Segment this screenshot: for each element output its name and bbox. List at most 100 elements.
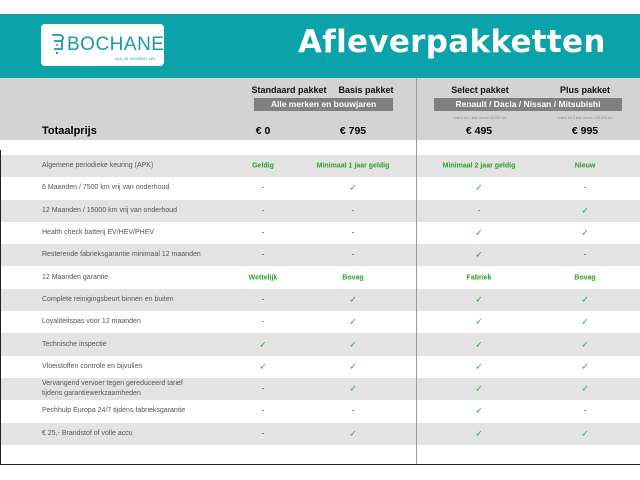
column-select: Select pakket [451,85,509,95]
check-icon: ✓ [475,182,483,193]
left-border [0,150,1,465]
price-basis: € 795 [339,125,367,137]
check-icon: ✓ [259,361,267,372]
dash-cell: - [351,207,355,215]
header: BOCHANE ALS JE VOORUIT WIL Afleverpakket… [0,14,640,78]
table-row: Loyaliteitspas voor 12 maanden - ✓ ✓ ✓ [0,311,640,333]
dash-cell: - [261,385,265,393]
table-row: Health check batterij EV/HEV/PHEV - - ✓ ✓ [0,222,640,244]
table-row: Algemene periodieke keuring (APK) Geldig M… [0,155,640,178]
feature-label: Algemene periodieke keuring (APK) [42,162,154,170]
page-title: Afleverpakketten [298,24,606,60]
check-icon: ✓ [475,316,483,327]
cart-logo-icon [52,34,64,55]
dash-cell: - [261,229,265,237]
feature-label: Technische inspectie [42,340,107,348]
table-row: 12 Maanden / 15000 km vrij van onderhoud… [0,199,640,222]
dash-cell: - [351,251,355,259]
feature-label: Vloeistoffen controle en bijvullen [42,362,143,370]
value-cell: Nieuw [574,162,596,170]
feature-label: 12 Maanden garantie [42,273,109,281]
check-icon: ✓ [581,428,589,439]
value-cell: Minimaal 2 jaar geldig [442,162,516,170]
value-cell: Fabriek [466,274,492,282]
dash-cell: - [583,184,587,192]
check-icon: ✓ [349,383,357,394]
check-icon: ✓ [581,383,589,394]
table-row: € 25,- Brandstof of volle accu - ✓ ✓ ✓ [0,422,640,445]
table-row: Technische inspectie ✓ ✓ ✓ ✓ [0,333,640,356]
check-icon: ✓ [349,428,357,439]
price-standaard: € 0 [255,125,271,137]
table-row: Vloeistoffen controle en bijvullen ✓ ✓ ✓ ✓ [0,356,640,378]
check-icon: ✓ [581,227,589,238]
check-icon: ✓ [349,294,357,305]
value-cell: Bovag [574,274,596,282]
feature-label: Health check batterij EV/HEV/PHEV [42,229,155,237]
check-icon: ✓ [581,294,589,305]
table-row: Vervangend vervoer tegen gereduceerd tar… [0,378,640,401]
table-row: 6 Maanden / 7500 km vrij van onderhoud - ✓… [0,177,640,199]
column-plus: Plus pakket [559,85,611,95]
check-icon: ✓ [581,205,589,216]
price-select: € 495 [465,125,493,137]
check-icon: ✓ [475,428,483,439]
brand-tagline: ALS JE VOORUIT WIL [115,56,156,61]
feature-label: Resterende fabrieksgarantie minimaal 12 … [42,251,201,259]
dash-cell: - [261,251,265,259]
check-icon: ✓ [475,383,483,394]
dash-cell: - [261,296,265,304]
feature-label: Pechhulp Europa 24/7 tijdens fabrieksgar… [42,407,186,415]
feature-label: 12 Maanden / 15000 km vrij van onderhoud [42,206,178,214]
price-plus: € 995 [571,125,599,137]
table-row: Resterende fabrieksgarantie minimaal 12 … [0,244,640,267]
table-row: Pechhulp Europa 24/7 tijdens fabrieksgar… [0,400,640,422]
dash-cell: - [261,407,265,415]
dash-cell: - [261,318,265,326]
feature-label: Loyaliteitspas voor 12 maanden [42,318,141,326]
check-icon: ✓ [349,361,357,372]
feature-label: Complete reinigingsbeurt binnen en buite… [42,295,174,303]
table-row: Complete reinigingsbeurt binnen en buite… [0,288,640,312]
check-icon: ✓ [475,361,483,372]
dash-cell: - [261,430,265,438]
total-label: Totaalprijs [42,125,97,137]
value-cell: Wettelijk [248,274,278,282]
column-standaard: Standaard pakket [251,85,327,95]
check-icon: ✓ [581,361,589,372]
column-header-band: Standaard pakket Basis pakket Select pak… [0,78,640,140]
check-icon: ✓ [259,339,267,350]
dash-cell: - [351,229,355,237]
logo: BOCHANE ALS JE VOORUIT WIL [41,24,164,66]
group-renault: Renault / Dacia / Nissan / Mitsubishi [434,98,622,111]
value-cell: Geldig [252,162,274,170]
check-icon: ✓ [581,339,589,350]
check-icon: ✓ [349,339,357,350]
brand-name: BOCHANE [67,34,165,55]
check-icon: ✓ [475,249,483,260]
dash-cell: - [351,407,355,415]
check-icon: ✓ [475,227,483,238]
bottom-border [0,464,640,465]
check-icon: ✓ [475,294,483,305]
feature-label: 6 Maanden / 7500 km vrij van onderhoud [42,184,170,192]
table-row: 12 Maanden garantie Wettelijk Bovag Fabriek… [0,267,640,289]
plus-note: Auto's tot 5 jaar oud en 100.000 km [557,116,613,120]
column-basis: Basis pakket [338,85,394,95]
column-divider [416,78,417,465]
dash-cell: - [261,184,265,192]
feature-label: € 25,- Brandstof of volle accu [42,429,133,437]
value-cell: Bovag [342,274,364,282]
check-icon: ✓ [475,339,483,350]
dash-cell: - [477,207,481,215]
value-cell: Minimaal 1 jaar geldig [316,162,390,170]
group-all-brands: Alle merken en bouwjaren [254,98,393,111]
check-icon: ✓ [349,316,357,327]
feature-label: Vervangend vervoer tegen gereduceerd tar… [42,380,183,398]
check-icon: ✓ [581,316,589,327]
dash-cell: - [261,207,265,215]
dash-cell: - [583,407,587,415]
dash-cell: - [583,251,587,259]
select-note: Auto's tot 1 jaar oud en 20.000 km [453,116,507,120]
check-icon: ✓ [349,182,357,193]
